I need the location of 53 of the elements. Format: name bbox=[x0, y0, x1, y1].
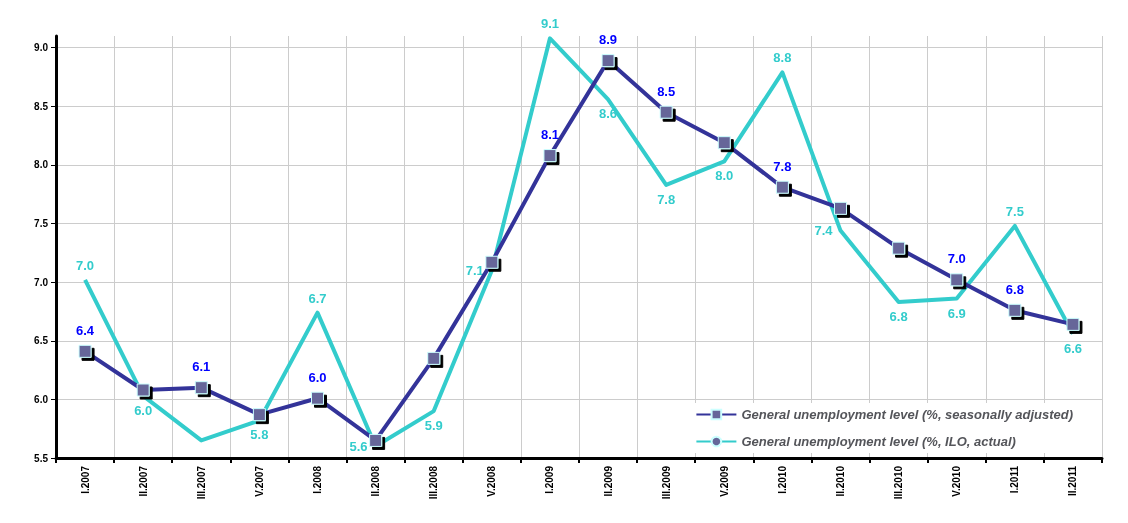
data-label: 7.1 bbox=[465, 262, 484, 278]
data-label: 5.6 bbox=[349, 438, 368, 454]
data-label: 6.1 bbox=[192, 359, 211, 375]
y-tick-label: 5.5 bbox=[34, 452, 49, 464]
legend-label: General unemployment level (%, ILO, actual) bbox=[741, 434, 1016, 449]
data-label: 6.9 bbox=[947, 305, 966, 321]
x-tick-label: I.2010 bbox=[776, 465, 788, 494]
y-tick-label: 7.0 bbox=[34, 276, 49, 288]
data-label: 9.1 bbox=[540, 16, 559, 32]
x-tick-label: II.2009 bbox=[602, 465, 614, 497]
data-label: 8.8 bbox=[773, 50, 792, 66]
data-label: 6.6 bbox=[1063, 340, 1082, 356]
x-tick-label: I.2009 bbox=[544, 465, 556, 494]
y-tick-label: 6.5 bbox=[34, 335, 49, 347]
data-label: 8.1 bbox=[540, 127, 559, 143]
y-tick-label: 8.0 bbox=[34, 159, 49, 171]
data-label: 7.8 bbox=[657, 191, 676, 207]
x-tick-label: III.2007 bbox=[195, 465, 207, 500]
data-label: 6.8 bbox=[1005, 281, 1024, 297]
x-tick-label: II.2007 bbox=[137, 465, 149, 497]
data-label: 6.8 bbox=[889, 309, 908, 325]
x-tick-label: V.2010 bbox=[951, 465, 963, 497]
x-tick-label: V.2007 bbox=[253, 465, 265, 497]
x-tick-label: III.2009 bbox=[660, 465, 672, 500]
data-label: 7.5 bbox=[1005, 203, 1024, 219]
data-label: 8.0 bbox=[715, 168, 734, 184]
data-label: 6.7 bbox=[308, 290, 327, 306]
data-label: 5.8 bbox=[250, 427, 269, 443]
data-label: 8.5 bbox=[657, 83, 676, 99]
x-tick-label: V.2008 bbox=[486, 465, 498, 497]
y-tick-label: 7.5 bbox=[34, 218, 49, 230]
x-tick-label: I.2008 bbox=[312, 465, 323, 494]
data-label: 6.0 bbox=[134, 402, 153, 418]
y-tick-label: 6.0 bbox=[34, 393, 49, 405]
data-label: 7.0 bbox=[947, 251, 966, 267]
y-tick-label: 8.5 bbox=[34, 100, 49, 112]
x-tick-label: I.2011 bbox=[1009, 465, 1021, 494]
data-label: 6.0 bbox=[308, 369, 327, 385]
x-tick-label: III.2010 bbox=[893, 465, 905, 500]
x-tick-label: II.2011 bbox=[1067, 465, 1079, 497]
legend-label: General unemployment level (%, seasonally adjusted) bbox=[741, 407, 1073, 422]
data-label: 5.9 bbox=[424, 418, 443, 434]
data-label: 7.8 bbox=[773, 158, 792, 174]
x-tick-label: II.2010 bbox=[835, 465, 846, 497]
data-label: 8.9 bbox=[599, 32, 618, 48]
data-label: 7.0 bbox=[76, 257, 95, 273]
x-tick-label: V.2009 bbox=[718, 465, 730, 497]
x-tick-label: II.2008 bbox=[370, 465, 382, 497]
x-tick-label: III.2008 bbox=[428, 465, 440, 500]
y-tick-label: 9.0 bbox=[34, 42, 49, 54]
data-label: 6.4 bbox=[76, 322, 95, 338]
data-label: 7.4 bbox=[814, 223, 834, 239]
x-tick-label: I.2007 bbox=[79, 465, 91, 494]
